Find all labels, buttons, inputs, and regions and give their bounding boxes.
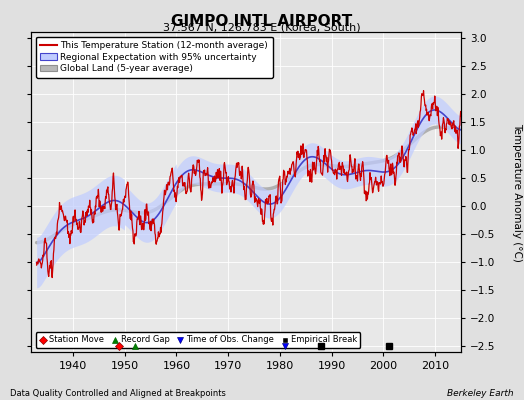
Text: GIMPO INTL AIRPORT: GIMPO INTL AIRPORT (171, 14, 353, 29)
Y-axis label: Temperature Anomaly (°C): Temperature Anomaly (°C) (512, 122, 522, 262)
Text: Berkeley Earth: Berkeley Earth (447, 389, 514, 398)
Legend: Station Move, Record Gap, Time of Obs. Change, Empirical Break: Station Move, Record Gap, Time of Obs. C… (36, 332, 361, 348)
Text: Data Quality Controlled and Aligned at Breakpoints: Data Quality Controlled and Aligned at B… (10, 389, 226, 398)
Text: 37.567 N, 126.783 E (Korea, South): 37.567 N, 126.783 E (Korea, South) (163, 22, 361, 32)
